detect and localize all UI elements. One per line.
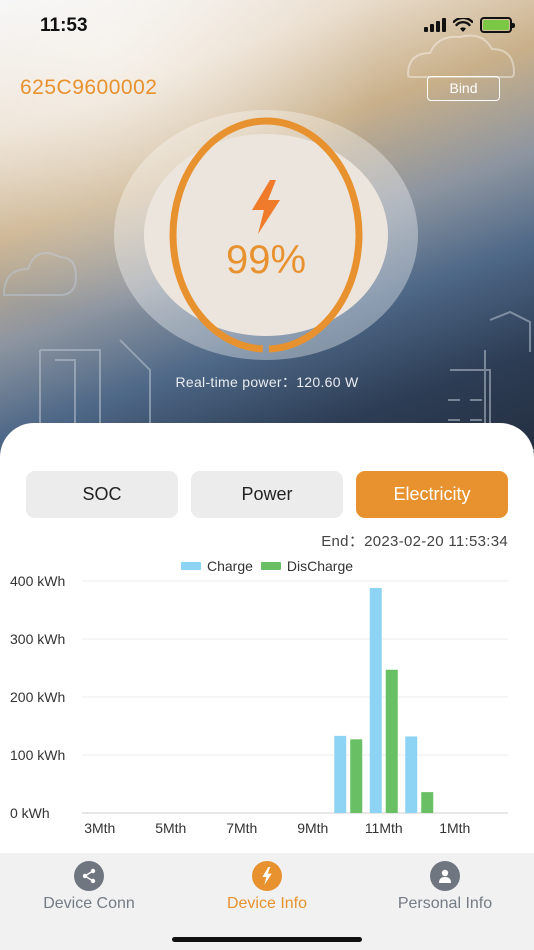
- device-id: 625C9600002: [20, 76, 158, 99]
- nav-label-device-conn: Device Conn: [43, 895, 135, 912]
- bar-discharge-12mth: [421, 792, 434, 813]
- x-tick-label: 5Mth: [155, 820, 186, 836]
- nav-item-personal-info[interactable]: Personal Info: [356, 861, 534, 913]
- x-tick-label: 9Mth: [297, 820, 328, 836]
- y-tick-label: 400 kWh: [10, 573, 65, 589]
- legend-swatch-discharge: [260, 562, 281, 570]
- nav-item-device-conn[interactable]: Device Conn: [0, 861, 178, 913]
- end-label: End：: [321, 533, 365, 550]
- x-tick-label: 1Mth: [439, 820, 470, 836]
- y-tick-label: 0 kWh: [10, 805, 50, 821]
- y-tick-label: 300 kWh: [10, 631, 65, 647]
- bar-charge-12mth: [405, 736, 418, 813]
- x-tick-label: 11Mth: [365, 820, 403, 836]
- bar-charge-10mth: [334, 735, 347, 813]
- gauge-face: [144, 134, 388, 336]
- bind-button[interactable]: Bind: [427, 76, 500, 101]
- person-icon: [430, 861, 460, 891]
- chart-legend: Charge DisCharge: [0, 558, 534, 574]
- status-bar: 11:53: [0, 0, 534, 52]
- bar-discharge-11mth: [385, 669, 398, 813]
- tab-soc[interactable]: SOC: [26, 471, 178, 518]
- battery-icon: [480, 17, 515, 33]
- gauge-arc: [169, 117, 363, 353]
- status-time: 11:53: [40, 15, 88, 36]
- nav-label-personal-info: Personal Info: [397, 895, 493, 912]
- realtime-power-value: 120.60 W: [296, 374, 359, 390]
- bar-charge-11mth: [369, 587, 382, 813]
- wifi-icon: [453, 17, 473, 32]
- home-indicator: [172, 937, 362, 942]
- tab-electricity[interactable]: Electricity: [356, 471, 508, 518]
- legend-label-discharge: DisCharge: [286, 558, 354, 574]
- share-icon: [74, 861, 104, 891]
- electricity-bar-chart: 0 kWh 100 kWh 200 kWh 300 kWh 400 kWh 3Mth 5Mt…: [10, 573, 508, 836]
- bar-discharge-10mth: [350, 739, 363, 813]
- chart-tabs: SOC Power Electricity: [26, 471, 508, 518]
- lightning-bolt-icon: [252, 180, 280, 234]
- soc-gauge: 99%: [114, 110, 418, 360]
- y-tick-label: 200 kWh: [10, 689, 65, 705]
- y-tick-label: 100 kWh: [10, 747, 65, 763]
- soc-value: 99%: [225, 238, 307, 282]
- realtime-power: Real-time power：120.60 W: [0, 372, 534, 392]
- status-icons: [424, 17, 515, 33]
- lightning-bolt-icon: [252, 861, 282, 891]
- bottom-nav: Device Conn Device Info Personal Info: [0, 853, 534, 950]
- gauge-ring: [169, 117, 363, 353]
- end-value: 2023-02-20 11:53:34: [364, 533, 508, 550]
- content-card: SOC Power Electricity End：2023-02-20 11:…: [0, 423, 534, 853]
- cellular-signal-icon: [424, 18, 446, 32]
- end-timestamp: End：2023-02-20 11:53:34: [321, 530, 508, 551]
- legend-item-charge[interactable]: Charge: [180, 558, 253, 574]
- nav-item-device-info[interactable]: Device Info: [178, 861, 356, 913]
- legend-item-discharge[interactable]: DisCharge: [260, 558, 354, 574]
- nav-label-device-info: Device Info: [226, 895, 308, 912]
- x-tick-label: 7Mth: [226, 820, 257, 836]
- tab-power[interactable]: Power: [191, 471, 343, 518]
- legend-label-charge: Charge: [206, 558, 253, 574]
- realtime-power-label: Real-time power：: [175, 374, 297, 390]
- legend-swatch-charge: [180, 562, 201, 570]
- x-tick-label: 3Mth: [84, 820, 115, 836]
